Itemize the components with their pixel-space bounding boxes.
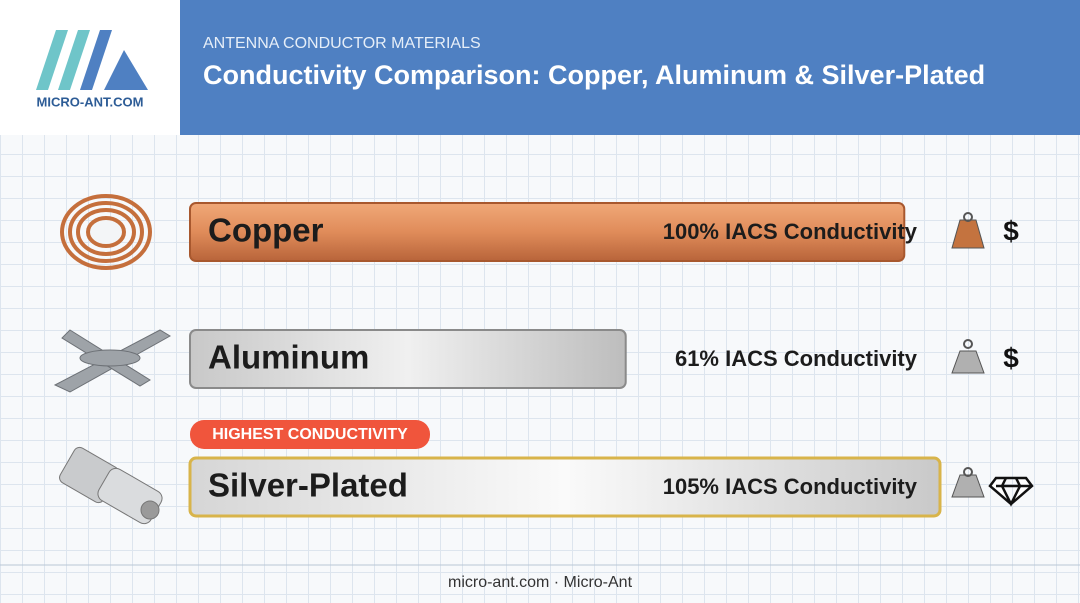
annotation: HIGHEST CONDUCTIVITY — [212, 426, 408, 443]
logo-mark — [36, 30, 148, 90]
drone-icon — [53, 329, 171, 393]
weight-handle — [963, 212, 973, 222]
cost-label: $ — [1003, 342, 1019, 373]
copper-coil-icon — [60, 194, 152, 270]
bar — [189, 202, 906, 262]
category-label: Aluminum — [208, 339, 369, 376]
kicker: ANTENNA CONDUCTOR MATERIALS — [203, 35, 481, 52]
diamond-icon — [988, 476, 1034, 507]
connector-icon — [59, 446, 163, 525]
weight-handle — [963, 467, 973, 477]
value-label: 61% IACS Conductivity — [675, 346, 918, 371]
category-label: Copper — [208, 212, 324, 249]
annotation-badge — [190, 420, 430, 449]
value-label: 100% IACS Conductivity — [663, 219, 918, 244]
weight-icon — [951, 350, 985, 374]
cost-label: $ — [1003, 215, 1019, 246]
category-label: Silver-Plated — [208, 467, 408, 504]
weight-handle — [963, 339, 973, 349]
title: Conductivity Comparison: Copper, Aluminu… — [203, 60, 985, 90]
weight-icon — [951, 219, 985, 249]
bar — [189, 329, 627, 389]
logo-text: MICRO-ANT.COM — [37, 94, 144, 109]
bar — [188, 456, 942, 518]
weight-icon — [951, 474, 985, 498]
value-label: 105% IACS Conductivity — [663, 474, 918, 499]
footer: micro-ant.com · Micro-Ant — [448, 574, 633, 591]
